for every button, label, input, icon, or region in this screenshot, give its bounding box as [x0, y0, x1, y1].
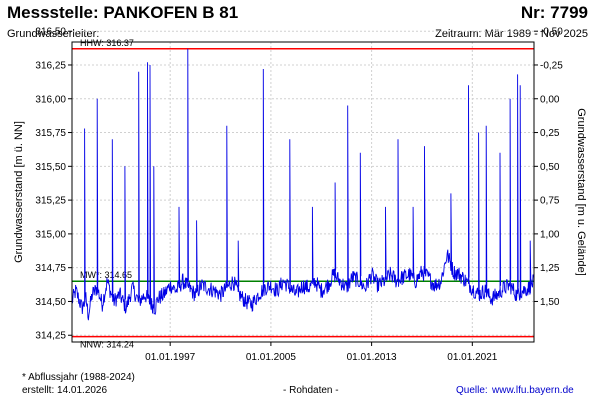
- y-tick-label: 315,50: [35, 162, 66, 173]
- grid: [72, 30, 534, 342]
- y-tick-label: 315,25: [35, 196, 66, 207]
- y-tick-label: 314,50: [35, 297, 66, 308]
- y-right-tick-label: 0,25: [540, 128, 560, 139]
- y-axis-right: -0,50 -0,25 0,00 0,25 0,50 0,75 1,00 1,25 1,50: [534, 27, 563, 308]
- x-tick-label: 01.01.2021: [447, 352, 497, 363]
- y-right-tick-label: 0,00: [540, 94, 560, 105]
- plot-frame: [71, 41, 535, 343]
- reference-label: MW*: 314.65: [80, 270, 132, 280]
- station-title: Messstelle: PANKOFEN B 81: [7, 3, 239, 22]
- y-tick-label: 315,75: [35, 128, 66, 139]
- raw-data-label: - Rohdaten -: [283, 385, 339, 396]
- y-right-tick-label: -0,25: [540, 60, 563, 71]
- source-label: Quelle:: [456, 385, 488, 396]
- y-right-tick-label: 1,50: [540, 297, 560, 308]
- reference-label: NNW: 314.24: [80, 340, 134, 350]
- y-tick-label: 315,00: [35, 229, 66, 240]
- y-axis-left: 314,25 314,50 314,75 315,00 315,25 315,50 315,…: [35, 27, 72, 342]
- y-axis-label-right: Grundwasserstand [m u. Gelände]: [575, 108, 587, 276]
- y-right-tick-label: 0,50: [540, 162, 560, 173]
- reference-label: HHW: 316.37: [80, 38, 134, 48]
- y-tick-label: 316,50: [35, 27, 66, 38]
- series-line: [71, 48, 535, 321]
- station-number: Nr: 7799: [520, 3, 588, 22]
- y-tick-label: 316,25: [35, 60, 66, 71]
- reference-lines: HHW: 316.37 MW*: 314.65 NNW: 314.24: [72, 38, 534, 350]
- y-tick-label: 314,75: [35, 263, 66, 274]
- x-tick-label: 01.01.2013: [347, 352, 397, 363]
- footnote: * Abflussjahr (1988-2024): [22, 372, 135, 383]
- x-tick-label: 01.01.2005: [246, 352, 296, 363]
- x-tick-label: 01.01.1997: [145, 352, 195, 363]
- y-tick-label: 314,25: [35, 331, 66, 342]
- y-right-tick-label: 1,25: [540, 263, 560, 274]
- y-axis-label-left: Grundwasserstand [m ü. NN]: [13, 121, 25, 263]
- created-date: erstellt: 14.01.2026: [22, 385, 108, 396]
- y-right-tick-label: 0,75: [540, 196, 560, 207]
- y-right-tick-label: 1,00: [540, 229, 560, 240]
- y-tick-label: 316,00: [35, 94, 66, 105]
- series-layer: [71, 48, 535, 321]
- source-link[interactable]: www.lfu.bayern.de: [492, 385, 574, 396]
- y-right-tick-label: -0,50: [540, 27, 563, 38]
- x-axis: 01.01.1997 01.01.2005 01.01.2013 01.01.2021: [145, 342, 498, 363]
